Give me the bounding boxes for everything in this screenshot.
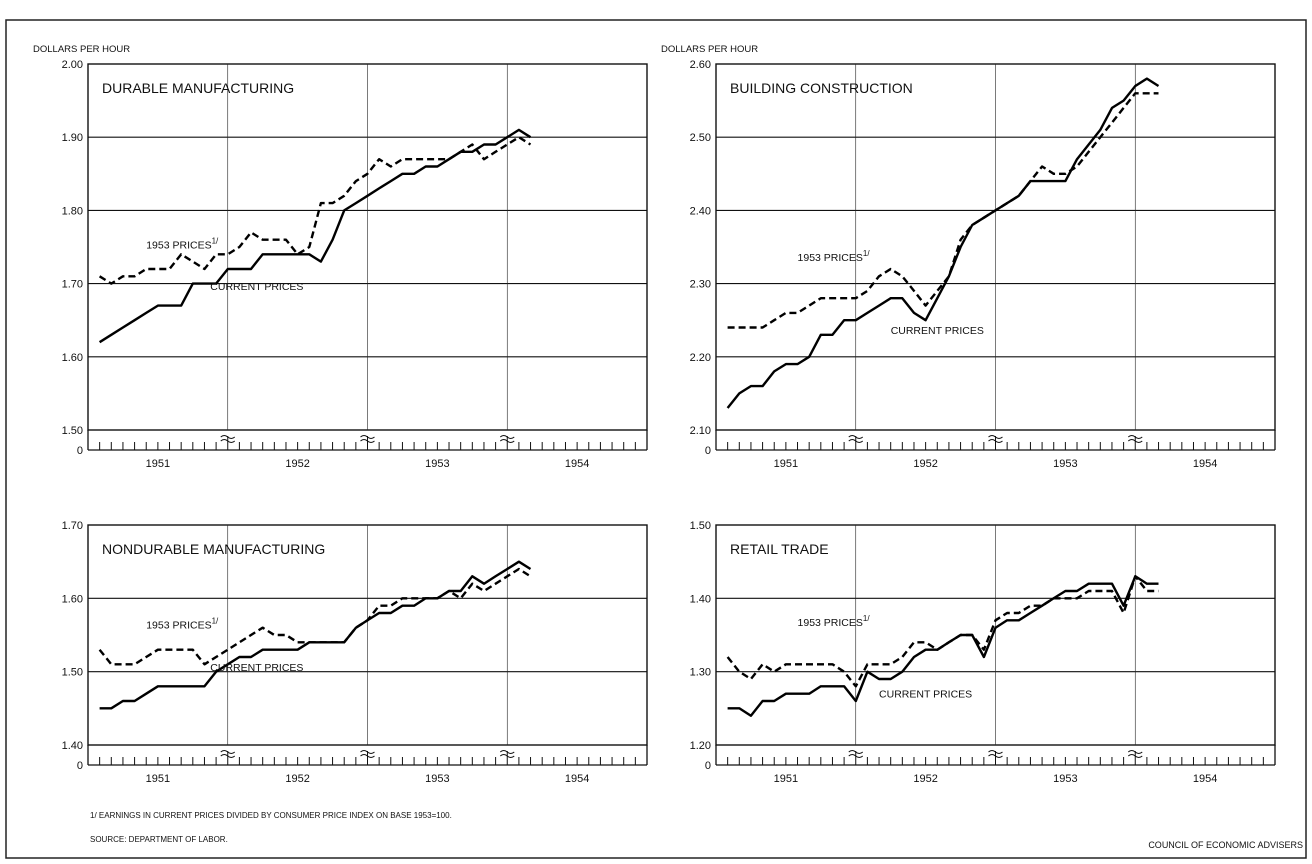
series-line-1953-prices <box>726 575 1159 688</box>
series-annotation-label: 1953 PRICES1/ <box>798 249 871 264</box>
footnote: 1/ EARNINGS IN CURRENT PRICES DIVIDED BY… <box>90 811 452 820</box>
series-annotation-label: 1953 PRICES1/ <box>146 236 219 251</box>
axis-break-mark <box>360 754 375 758</box>
y-tick-label: 1.90 <box>62 132 83 144</box>
series-annotation-label: CURRENT PRICES <box>879 688 972 700</box>
y-tick-label: 1.40 <box>62 740 83 752</box>
x-category-label: 1952 <box>913 458 937 470</box>
x-category-label: 1952 <box>913 773 937 785</box>
footnote-mark: 1/ <box>212 616 219 625</box>
series-annotation-label: 1953 PRICES1/ <box>146 616 219 631</box>
x-category-label: 1954 <box>1193 773 1217 785</box>
credit-line: COUNCIL OF ECONOMIC ADVISERS <box>1148 840 1303 850</box>
axis-break-mark <box>848 754 864 758</box>
axis-break-mark <box>220 750 236 754</box>
footnote-mark: 1/ <box>212 236 219 245</box>
x-category-label: 1954 <box>1193 458 1217 470</box>
x-category-label: 1951 <box>774 458 798 470</box>
y-tick-label: 1.40 <box>690 593 711 605</box>
y-tick-label: 2.50 <box>690 132 711 144</box>
x-category-label: 1951 <box>146 773 170 785</box>
series-line-1953-prices <box>727 92 1159 329</box>
chart-panel: 2.10 2.20 2.30 2.40 2.50 2.60 0 1951 1952 1953 195… <box>661 44 1276 470</box>
chart-title: DURABLE MANUFACTURING <box>102 80 294 96</box>
axis-break-mark <box>499 435 515 439</box>
axis-break-mark <box>220 439 236 443</box>
y-tick-label: 2.60 <box>690 59 711 71</box>
chart-panels: 1.50 1.60 1.70 1.80 1.90 2.00 0 1951 1952 1953 195… <box>33 44 1276 785</box>
y-tick-label: 1.50 <box>690 520 711 532</box>
axis-break-mark <box>848 750 864 754</box>
series-annotation-label: CURRENT PRICES <box>210 662 303 674</box>
axis-break-mark <box>360 435 375 439</box>
y-zero-label: 0 <box>77 445 83 457</box>
y-tick-label: 1.80 <box>62 205 83 217</box>
axis-break-mark <box>220 754 236 758</box>
footnote-mark: 1/ <box>863 614 870 623</box>
axis-break-mark <box>988 754 1003 758</box>
axis-break-mark <box>848 435 864 439</box>
series-line-1953-prices <box>98 567 532 666</box>
chart-panel: 1.50 1.60 1.70 1.80 1.90 2.00 0 1951 1952 1953 195… <box>33 44 648 470</box>
x-category-label: 1952 <box>285 773 309 785</box>
axis-break-mark <box>1127 435 1143 439</box>
y-axis-label: DOLLARS PER HOUR <box>33 44 130 55</box>
axis-break-mark <box>499 750 515 754</box>
y-tick-label: 1.50 <box>62 425 83 437</box>
axis-break-mark <box>988 750 1003 754</box>
y-zero-label: 0 <box>77 760 83 772</box>
axis-break-mark <box>499 439 515 443</box>
footnote-mark: 1/ <box>863 249 870 258</box>
x-category-label: 1951 <box>774 773 798 785</box>
chart-panel: 1.20 1.30 1.40 1.50 0 1951 1952 1953 1954 RETAIL … <box>690 520 1276 785</box>
axis-break-mark <box>360 439 375 443</box>
y-tick-label: 2.00 <box>62 59 83 71</box>
y-tick-label: 1.20 <box>690 740 711 752</box>
y-axis-label: DOLLARS PER HOUR <box>661 44 758 55</box>
axis-break-mark <box>1127 750 1143 754</box>
axis-break-mark <box>220 435 236 439</box>
source-note: SOURCE: DEPARTMENT OF LABOR. <box>90 835 228 844</box>
chart-title: NONDURABLE MANUFACTURING <box>102 541 325 557</box>
x-category-label: 1951 <box>146 458 170 470</box>
chart-title: BUILDING CONSTRUCTION <box>730 80 913 96</box>
figure-frame <box>5 19 1307 859</box>
y-tick-label: 1.70 <box>62 279 83 291</box>
x-category-label: 1953 <box>1053 773 1077 785</box>
axis-break-mark <box>1127 439 1143 443</box>
x-category-label: 1953 <box>425 773 449 785</box>
series-line-current-prices <box>726 77 1160 409</box>
axis-break-mark <box>499 754 515 758</box>
y-tick-label: 2.20 <box>690 352 711 364</box>
y-tick-label: 1.30 <box>690 667 711 679</box>
y-tick-label: 1.60 <box>62 352 83 364</box>
series-line-current-prices <box>99 560 532 710</box>
x-category-label: 1954 <box>565 773 589 785</box>
chart-panel: 1.40 1.50 1.60 1.70 0 1951 1952 1953 1954 NONDURA… <box>62 520 648 785</box>
axis-break-mark <box>360 750 375 754</box>
series-line-current-prices <box>98 128 532 344</box>
chart-title: RETAIL TRADE <box>730 541 829 557</box>
x-category-label: 1953 <box>1053 458 1077 470</box>
series-line-1953-prices <box>98 135 532 285</box>
axis-break-mark <box>1127 754 1143 758</box>
y-tick-label: 2.40 <box>690 205 711 217</box>
y-tick-label: 1.70 <box>62 520 83 532</box>
y-tick-label: 1.50 <box>62 667 83 679</box>
series-annotation-label: CURRENT PRICES <box>210 281 303 293</box>
y-tick-label: 2.10 <box>690 425 711 437</box>
y-tick-label: 2.30 <box>690 279 711 291</box>
series-annotation-label: CURRENT PRICES <box>891 325 984 337</box>
axis-break-mark <box>848 439 864 443</box>
series-annotation-label: 1953 PRICES1/ <box>798 614 871 629</box>
y-zero-label: 0 <box>705 760 711 772</box>
y-zero-label: 0 <box>705 445 711 457</box>
axis-break-mark <box>988 435 1003 439</box>
x-category-label: 1952 <box>285 458 309 470</box>
x-category-label: 1953 <box>425 458 449 470</box>
axis-break-mark <box>988 439 1003 443</box>
y-tick-label: 1.60 <box>62 593 83 605</box>
x-category-label: 1954 <box>565 458 589 470</box>
